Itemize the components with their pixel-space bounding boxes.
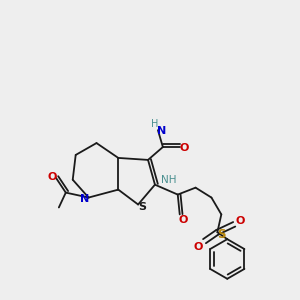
Text: O: O	[194, 242, 203, 252]
Text: O: O	[47, 172, 57, 182]
Text: S: S	[138, 202, 146, 212]
Text: O: O	[180, 143, 189, 153]
Text: N: N	[80, 194, 89, 203]
Text: N: N	[157, 126, 167, 136]
Text: H: H	[151, 119, 159, 129]
Text: O: O	[236, 216, 245, 226]
Text: NH: NH	[161, 175, 177, 185]
Text: O: O	[178, 215, 188, 225]
Text: S: S	[217, 228, 226, 241]
